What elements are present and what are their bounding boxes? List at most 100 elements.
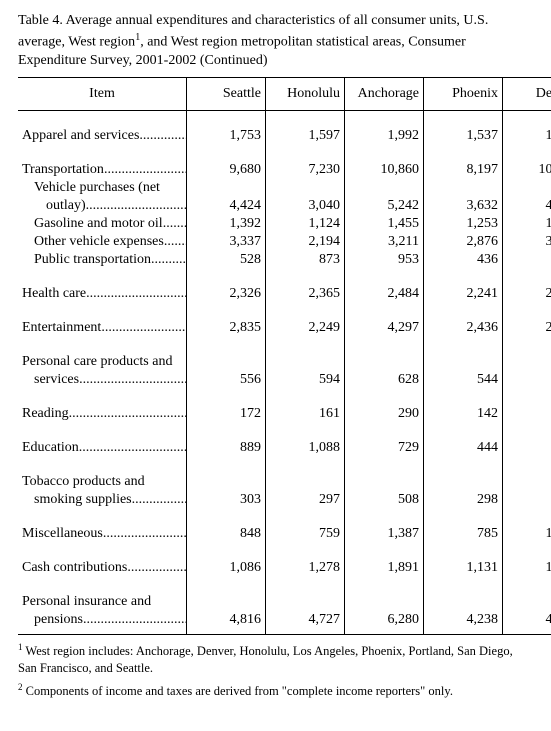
value-cell: 2,876 [424,233,503,251]
value-cell [187,593,266,611]
value-cell: 628 [345,371,424,389]
table-row: Gasoline and motor oil..................… [18,215,551,233]
table-row: outlay).................................… [18,197,551,215]
table-row: Entertainment...........................… [18,319,551,337]
spacer-row [18,577,551,593]
value-cell: 594 [266,371,345,389]
value-cell: 1,712 [503,127,551,145]
spacer-row [18,423,551,439]
value-cell [266,593,345,611]
value-cell: 141 [503,405,551,423]
col-honolulu: Honolulu [266,78,345,111]
value-cell: 5,242 [345,197,424,215]
value-cell: 2,249 [266,319,345,337]
footnote-1: 1 West region includes: Anchorage, Denve… [18,641,533,677]
table-row: Tobacco products and [18,473,551,491]
value-cell: 2,393 [503,285,551,303]
item-label: Personal care products and [22,354,172,369]
spacer-row [18,145,551,161]
item-label: Other vehicle expenses [22,234,164,249]
item-label: Vehicle purchases (net [22,180,160,195]
item-cell: Reading.................................… [18,405,187,423]
value-cell: 556 [187,371,266,389]
leader-dots: ........................................… [132,492,187,508]
item-cell: Apparel and services....................… [18,127,187,145]
item-cell: Personal insurance and [18,593,187,611]
value-cell: 3,040 [266,197,345,215]
value-cell: 3,601 [503,233,551,251]
table-row: Vehicle purchases (net [18,179,551,197]
leader-dots: ........................................… [103,526,187,542]
value-cell: 2,633 [503,319,551,337]
leader-dots: ........................................… [164,234,187,250]
value-cell: 3,632 [424,197,503,215]
value-cell: 9,680 [187,161,266,179]
value-cell [345,473,424,491]
table-row: Public transportation...................… [18,251,551,269]
item-label: Reading [22,406,69,421]
leader-dots: ........................................… [79,440,187,456]
table-row: Apparel and services....................… [18,127,551,145]
leader-dots: ........................................… [79,372,186,388]
spacer-row [18,389,551,405]
value-cell: 10,077 [503,161,551,179]
value-cell [503,179,551,197]
value-cell: 1,597 [266,127,345,145]
value-cell: 8,197 [424,161,503,179]
item-cell: Tobacco products and [18,473,187,491]
value-cell: 4,816 [187,611,266,635]
value-cell: 4,713 [503,611,551,635]
value-cell [424,593,503,611]
value-cell: 4,424 [187,197,266,215]
value-cell: 1,753 [187,127,266,145]
value-cell [187,353,266,371]
value-cell: 1,495 [503,559,551,577]
value-cell: 1,297 [503,215,551,233]
spacer-row [18,269,551,285]
value-cell [503,353,551,371]
table-row: Personal care products and [18,353,551,371]
item-cell: services................................… [18,371,187,389]
value-cell: 3,337 [187,233,266,251]
table-row: Reading.................................… [18,405,551,423]
header-row: Item Seattle Honolulu Anchorage Phoenix … [18,78,551,111]
value-cell: 889 [187,439,266,457]
value-cell [266,353,345,371]
item-cell: Health care.............................… [18,285,187,303]
value-cell: 1,992 [345,127,424,145]
value-cell [345,353,424,371]
value-cell: 2,326 [187,285,266,303]
value-cell: 953 [345,251,424,269]
value-cell: 528 [187,251,266,269]
item-label: Apparel and services [22,128,139,143]
value-cell: 10,860 [345,161,424,179]
table-row: Other vehicle expenses..................… [18,233,551,251]
value-cell: 637 [503,371,551,389]
value-cell: 297 [266,491,345,509]
expenditure-table: Item Seattle Honolulu Anchorage Phoenix … [18,77,551,635]
table-row: Education...............................… [18,439,551,457]
item-cell: Personal care products and [18,353,187,371]
item-cell: Vehicle purchases (net [18,179,187,197]
value-cell [345,593,424,611]
table-row: services................................… [18,371,551,389]
value-cell: 1,891 [345,559,424,577]
item-label: Personal insurance and [22,594,151,609]
item-cell: Transportation..........................… [18,161,187,179]
spacer-row [18,111,551,128]
item-cell: Miscellaneous...........................… [18,525,187,543]
value-cell: 2,365 [266,285,345,303]
item-cell: smoking supplies........................… [18,491,187,509]
value-cell: 1,278 [266,559,345,577]
leader-dots: ........................................… [151,252,186,268]
spacer-row [18,303,551,319]
table-row: Cash contributions......................… [18,559,551,577]
value-cell: 1,088 [266,439,345,457]
table-title: Table 4. Average annual expenditures and… [18,12,533,71]
value-cell: 142 [424,405,503,423]
value-cell [424,179,503,197]
leader-dots: ........................................… [139,128,186,144]
value-cell: 161 [266,405,345,423]
item-cell: Gasoline and motor oil..................… [18,215,187,233]
col-anchorage: Anchorage [345,78,424,111]
